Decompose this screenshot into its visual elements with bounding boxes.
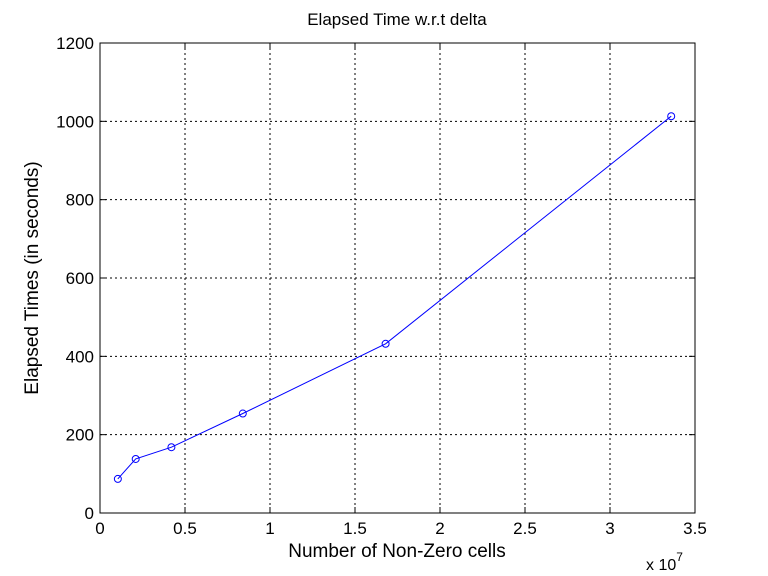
y-tick-label: 400 [66, 347, 94, 366]
data-point-marker [167, 443, 176, 452]
x-tick-label: 1.5 [343, 519, 367, 538]
y-tick-labels: 0 200 400 600 800 1000 1200 [56, 34, 94, 523]
x-tick-label: 0 [95, 519, 104, 538]
x-axis-label: Number of Non-Zero cells [288, 541, 506, 562]
data-point-marker [667, 112, 676, 121]
x-tick-label: 3 [605, 519, 614, 538]
tick-marks [99, 42, 696, 514]
y-tick-label: 600 [66, 269, 94, 288]
y-tick-label: 200 [66, 426, 94, 445]
x-axis-multiplier: x 107 [646, 550, 683, 574]
x-tick-label: 3.5 [683, 519, 707, 538]
x-tick-label: 2 [435, 519, 444, 538]
data-point-marker [113, 474, 122, 483]
x-tick-labels: 0 0.5 1 1.5 2 2.5 3 3.5 [95, 519, 707, 538]
x-tick-label: 0.5 [173, 519, 197, 538]
y-tick-label: 1000 [56, 112, 94, 131]
x-axis-multiplier-base: x 10 [646, 557, 676, 574]
y-axis-label: Elapsed Times (in seconds) [22, 161, 43, 394]
data-point-marker [131, 454, 140, 463]
y-tick-label: 800 [66, 191, 94, 210]
y-tick-label: 1200 [56, 34, 94, 53]
series-line [117, 115, 672, 480]
y-tick-label: 0 [85, 504, 94, 523]
x-axis-multiplier-exponent: 7 [676, 550, 683, 564]
x-tick-label: 1 [265, 519, 274, 538]
grid-lines [100, 43, 695, 513]
chart-title: Elapsed Time w.r.t delta [307, 10, 487, 29]
data-series [113, 112, 676, 483]
x-tick-label: 2.5 [513, 519, 537, 538]
data-point-marker [381, 339, 390, 348]
data-point-marker [238, 409, 247, 418]
